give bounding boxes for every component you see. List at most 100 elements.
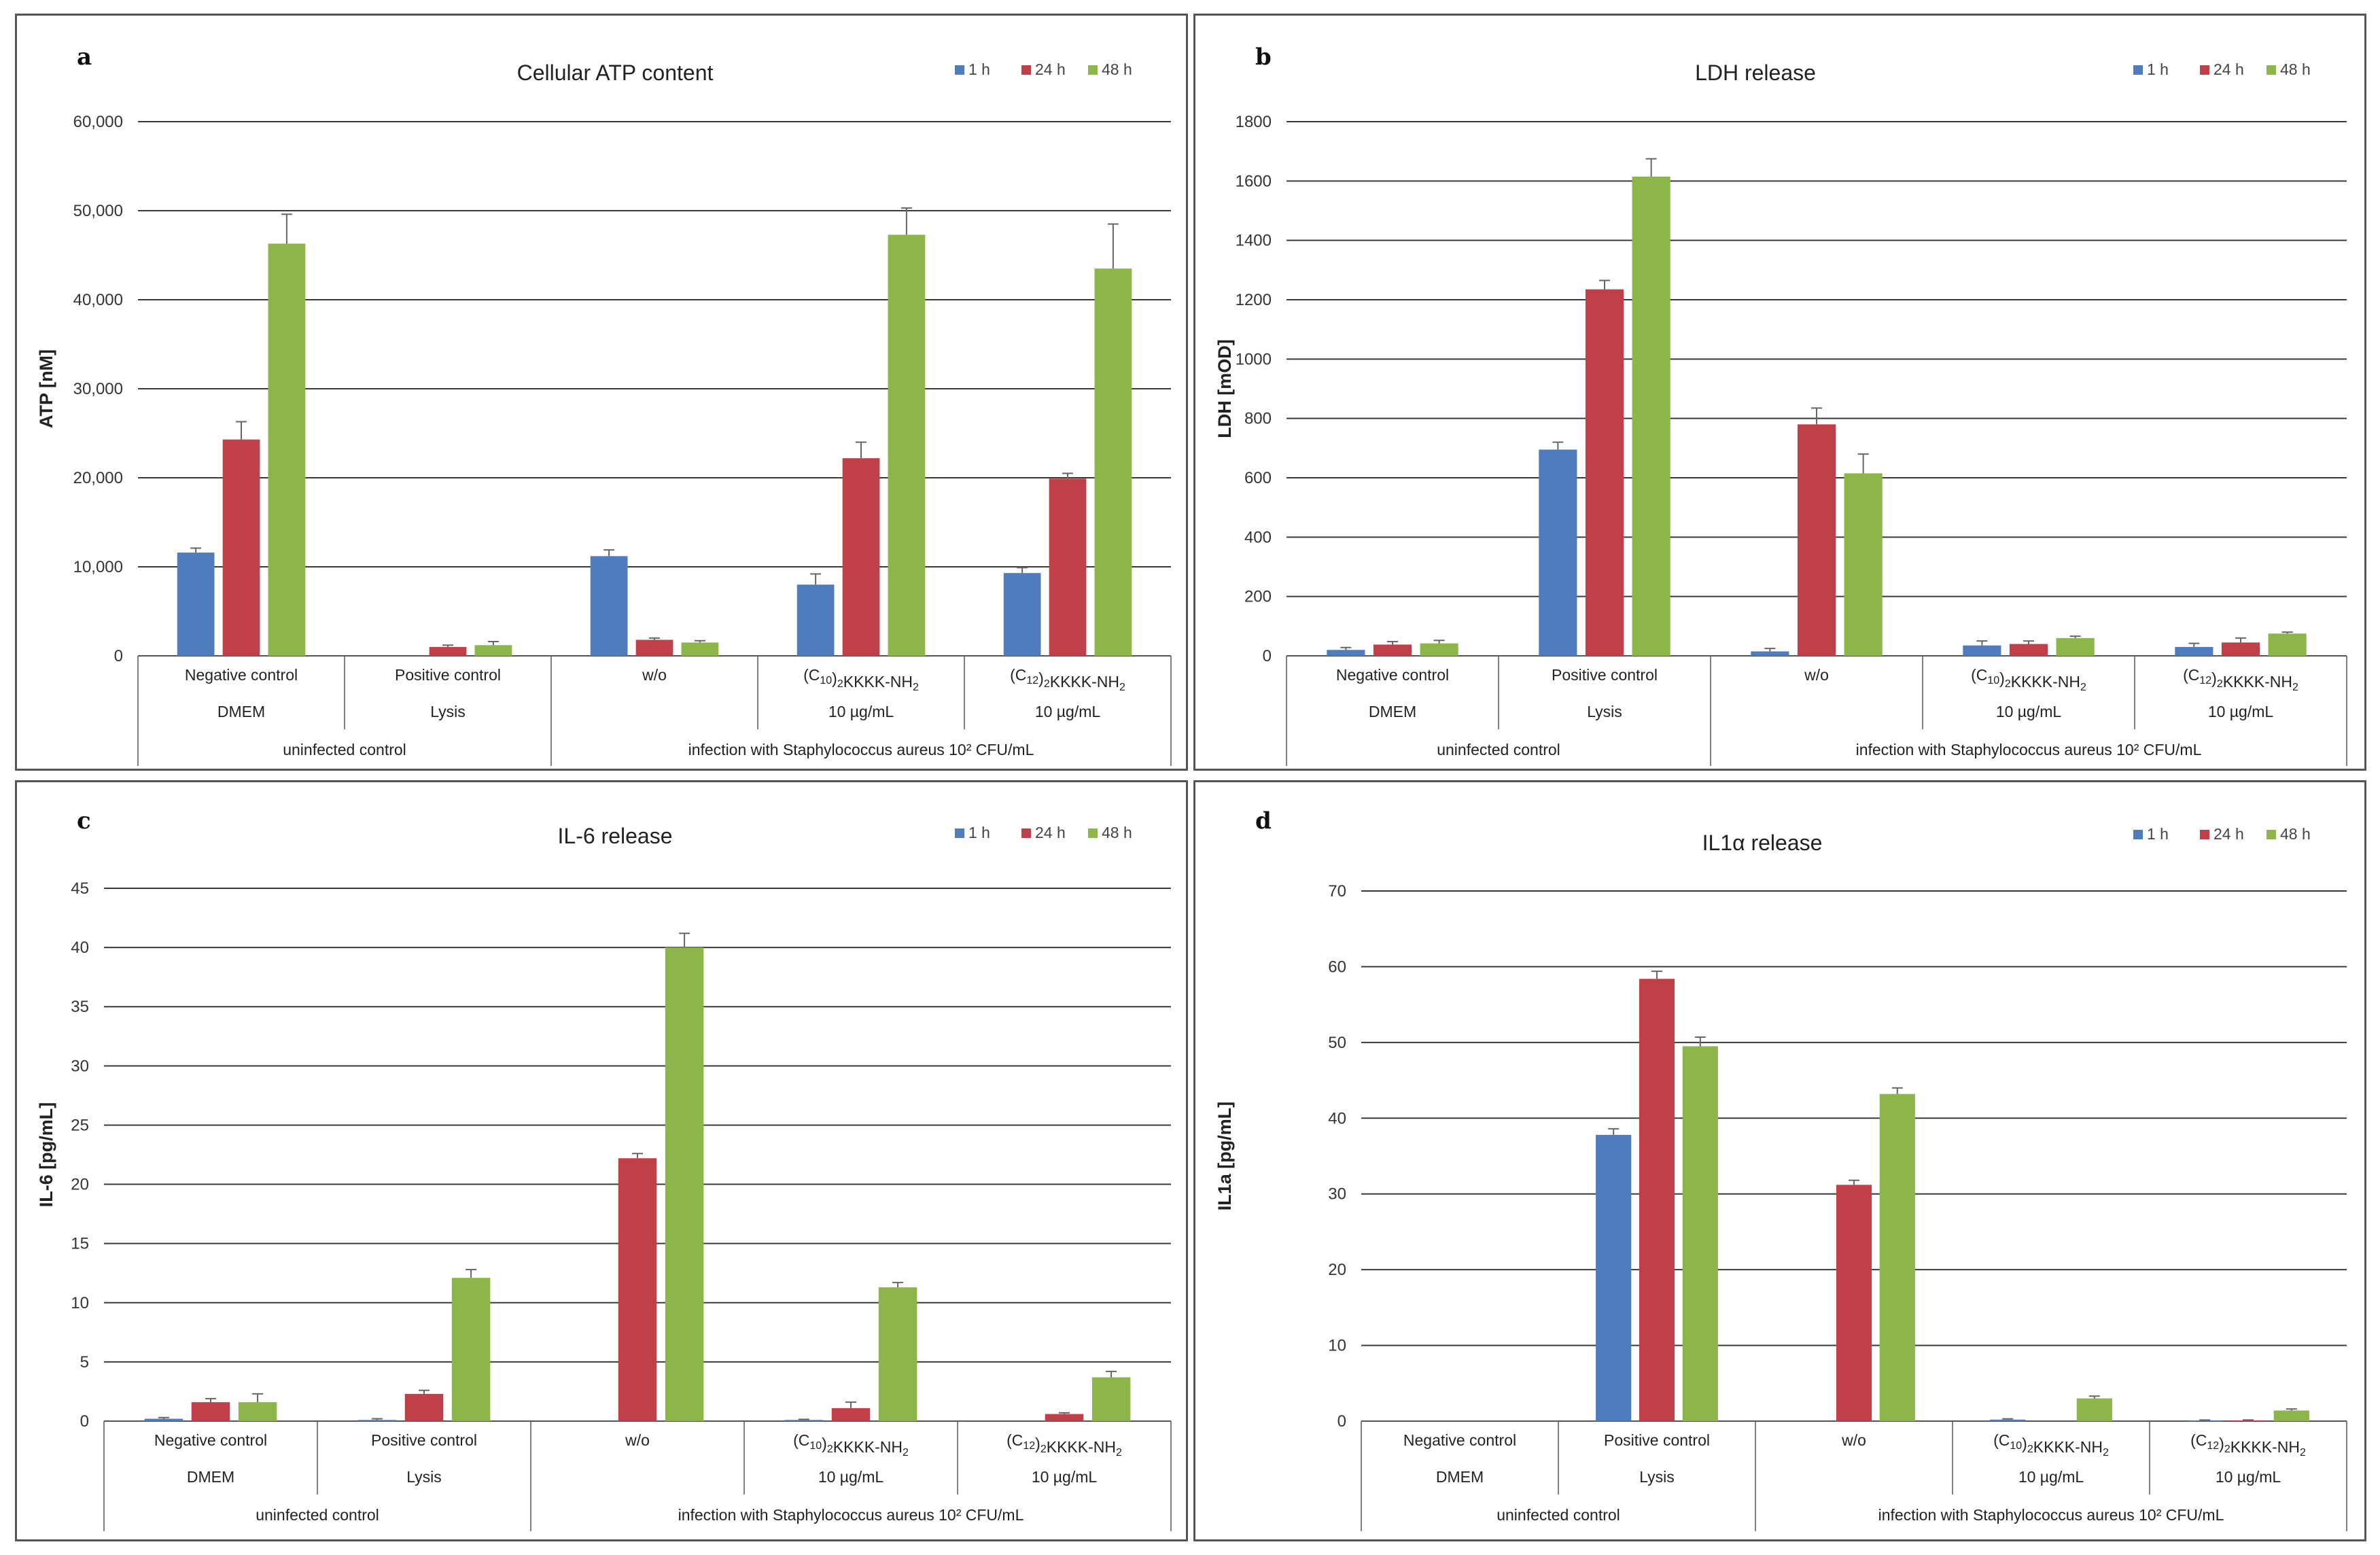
y-tick-label: 70 [1328,882,1346,901]
bar [590,556,628,656]
y-tick-label: 400 [1244,528,1272,546]
category-label: (C10)2KKKK-NH2 [793,1431,909,1458]
legend-swatch [1088,65,1098,75]
bar [2230,1420,2267,1421]
bar [635,640,673,656]
bar [1049,478,1087,656]
bar [1420,643,1458,656]
category-label: (C10)2KKKK-NH2 [1993,1431,2109,1458]
y-axis-label: LDH [mOD] [1214,339,1235,438]
legend-label: 48 h [2280,60,2311,78]
category-sublabel: 10 µg/mL [828,703,894,720]
legend-label: 1 h [2147,825,2169,843]
y-tick-label: 20 [71,1176,89,1194]
chart-title: IL1α release [1702,831,1823,855]
category-label: (C12)2KKKK-NH2 [1007,1431,1122,1458]
group-label: uninfected control [283,741,406,758]
category-sublabel: Lysis [1587,703,1622,720]
chart-panel-a: a Cellular ATP content 1 h 24 h 48 h 0 10,000 2… [15,14,1188,771]
y-tick-label: 10,000 [73,558,123,576]
category-sublabel: 10 µg/mL [2208,703,2274,720]
bar [1844,473,1883,656]
bar [2056,637,2095,656]
bar [1539,449,1577,656]
bar [2009,644,2048,656]
y-tick-label: 30,000 [73,380,123,398]
y-axis-label: ATP [nM] [36,349,56,428]
bar [1682,1046,1718,1421]
bar [842,458,880,656]
il6-chart: c IL-6 release 1 h 24 h 48 h 0 5 10 15 20 25 30 35 40… [36,807,1172,1531]
bar [2268,633,2307,656]
legend-swatch [2200,65,2209,75]
legend-label: 48 h [2280,825,2311,843]
bar [2273,1410,2309,1421]
group-label: infection with Staphylococcus aureus 10²… [678,1506,1024,1524]
bar [1373,644,1412,656]
category-label: Negative control [1403,1431,1516,1449]
category-label: (C12)2KKKK-NH2 [1010,666,1125,693]
category-sublabel: 10 µg/mL [2018,1468,2084,1486]
chart-panel-d: d IL1α release 1 h 24 h 48 h 0 10 20 30 40 50 60 70 I… [1193,780,2366,1541]
bar [1003,573,1041,656]
y-tick-label: 0 [1337,1412,1346,1431]
category-label: (C12)2KKKK-NH2 [2190,1431,2306,1458]
bar [2221,642,2260,656]
y-tick-label: 0 [1263,647,1272,665]
category-label: w/o [1804,666,1829,684]
legend-swatch [2200,830,2209,839]
category-sublabel: DMEM [1369,703,1416,720]
category-label: Positive control [1552,666,1658,684]
y-tick-label: 60 [1328,958,1346,976]
legend-swatch [955,828,964,838]
bar [451,1278,491,1421]
bar [1836,1185,1872,1421]
legend-swatch [1021,828,1031,838]
legend-swatch [2133,830,2143,839]
bar [1091,1377,1131,1421]
y-tick-label: 50 [1328,1034,1346,1052]
legend-label: 1 h [968,60,990,78]
y-tick-label: 40 [71,939,89,957]
bar [1596,1134,1632,1421]
category-label: w/o [1841,1431,1866,1449]
bar [878,1287,917,1421]
legend-label: 1 h [2147,60,2169,78]
y-tick-label: 10 [71,1294,89,1312]
y-tick-label: 5 [80,1353,89,1371]
bar [681,642,719,656]
bar [1327,650,1365,656]
group-label: infection with Staphylococcus aureus 10²… [688,741,1034,758]
bar [1879,1094,1915,1421]
legend-label: 24 h [2213,60,2244,78]
bar [2187,1420,2223,1421]
y-tick-label: 800 [1244,410,1272,428]
bar [1045,1414,1084,1421]
category-sublabel: Lysis [406,1468,442,1486]
bar [2076,1398,2112,1421]
chart-title: LDH release [1695,60,1816,85]
ldh-chart: b LDH release 1 h 24 h 48 h 0 200 400 600 800 1000… [1214,43,2347,766]
y-tick-label: 20 [1328,1261,1346,1279]
panel-letter: a [77,43,92,71]
category-label: w/o [642,666,667,684]
category-sublabel: 10 µg/mL [818,1468,884,1486]
category-label: (C10)2KKKK-NH2 [803,666,919,693]
y-axis-label: IL-6 [pg/mL] [36,1102,56,1207]
y-tick-label: 15 [71,1235,89,1253]
y-tick-label: 600 [1244,469,1272,487]
category-sublabel: 10 µg/mL [1035,703,1101,720]
y-tick-label: 35 [71,998,89,1016]
y-tick-label: 10 [1328,1337,1346,1355]
legend-label: 24 h [2213,825,2244,843]
legend-label: 48 h [1102,60,1132,78]
category-sublabel: 10 µg/mL [2216,1468,2281,1486]
bar [144,1418,183,1421]
panel-letter: c [77,807,91,835]
group-label: uninfected control [256,1506,379,1524]
bar [1990,1419,2026,1421]
bar [222,439,260,656]
category-sublabel: DMEM [1436,1468,1484,1486]
category-sublabel: Lysis [430,703,466,720]
y-tick-label: 50,000 [73,202,123,220]
